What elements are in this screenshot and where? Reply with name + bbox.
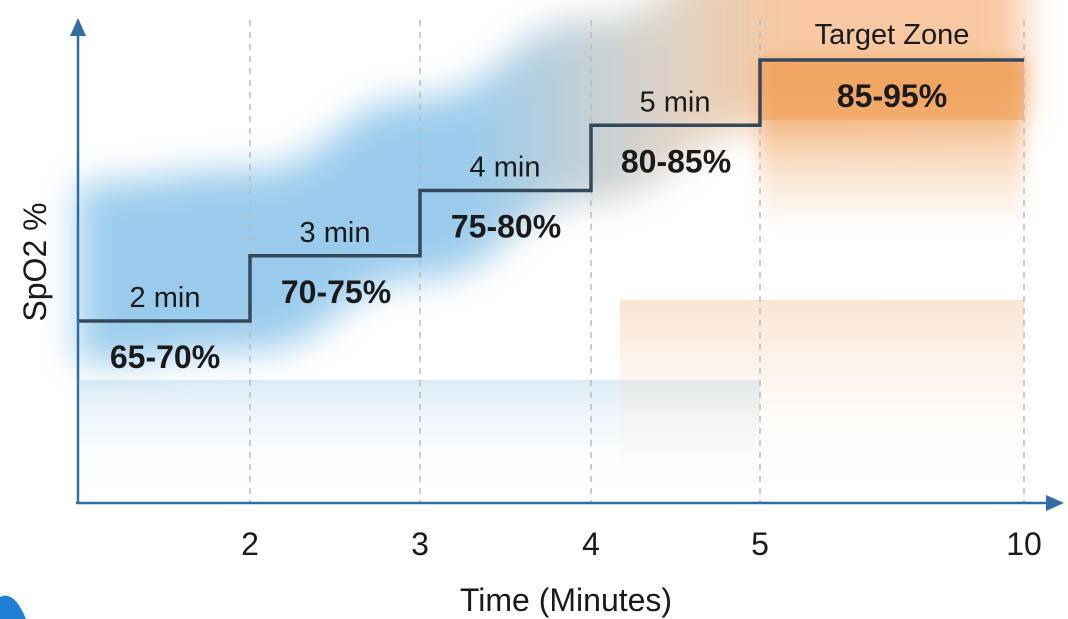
step-duration-label-1: 2 min (130, 282, 201, 314)
step-range-label-2: 70-75% (281, 274, 391, 310)
step-labels: 2 min 65-70% 3 min 70-75% 4 min 75-80% 5 min 80… (110, 19, 970, 375)
step-range-label-3: 75-80% (451, 209, 561, 245)
x-axis-title: Time (Minutes) (460, 582, 672, 618)
step-duration-label-3: 4 min (470, 152, 541, 184)
y-axis-title: SpO2 % (17, 202, 53, 321)
x-tick-labels: 2 3 4 5 10 (241, 526, 1042, 562)
x-tick-label-4: 4 (582, 526, 600, 562)
x-axis-arrow (1046, 495, 1064, 511)
spo2-step-line (78, 58, 1024, 323)
x-tick-label-3: 3 (411, 526, 429, 562)
target-zone-label: Target Zone (815, 19, 970, 51)
step-range-label-4: 80-85% (621, 143, 731, 179)
step-line-group (78, 58, 1024, 323)
y-axis-arrow (70, 18, 86, 36)
x-tick-label-10: 10 (1006, 526, 1042, 562)
step-range-label-5: 85-95% (837, 78, 947, 114)
x-tick-label-2: 2 (241, 526, 259, 562)
corner-decoration (0, 595, 26, 619)
x-tick-label-5: 5 (751, 526, 769, 562)
step-duration-label-4: 5 min (640, 86, 711, 118)
step-range-label-1: 65-70% (110, 339, 220, 375)
target-zone-top-fill (760, 60, 1024, 120)
axes (70, 18, 1064, 511)
background-bands (78, 0, 1024, 502)
lower-fade-orange (620, 300, 1024, 502)
step-duration-label-2: 3 min (300, 217, 371, 249)
